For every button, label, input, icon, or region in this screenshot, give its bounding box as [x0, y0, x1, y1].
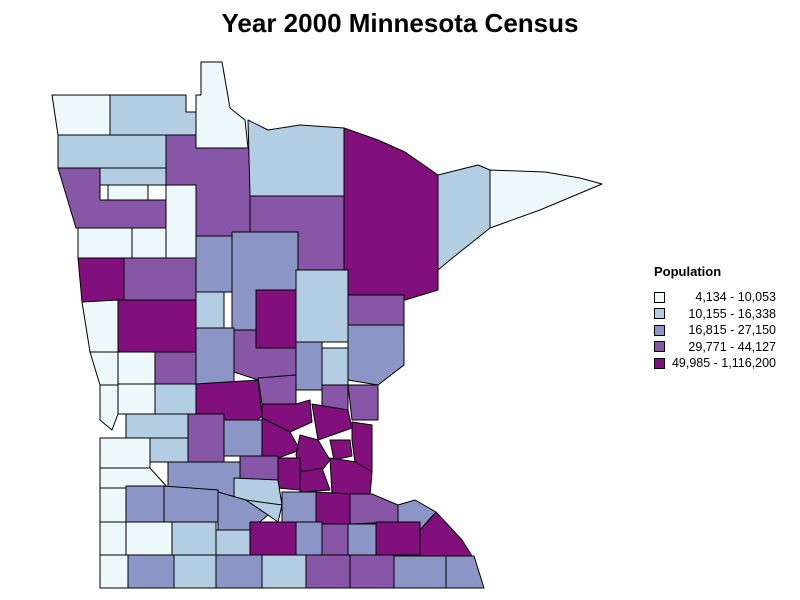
legend-item: 4,134 - 10,053 [654, 289, 776, 306]
county-hubbard[interactable] [195, 235, 233, 293]
county-goodhue[interactable] [349, 493, 399, 525]
county-faribault[interactable] [261, 554, 307, 589]
county-swift[interactable] [125, 413, 189, 439]
county-red-lake[interactable] [107, 184, 149, 201]
legend-label: 10,155 - 16,338 [688, 306, 776, 321]
legend-item: 10,155 - 16,338 [654, 306, 776, 323]
county-douglas[interactable] [154, 351, 197, 385]
map-title: Year 2000 Minnesota Census [221, 8, 579, 38]
county-st-louis[interactable] [343, 127, 439, 301]
county-scott[interactable] [299, 467, 331, 493]
county-rice[interactable] [315, 491, 351, 525]
county-pope[interactable] [154, 383, 197, 415]
county-lincoln[interactable] [99, 487, 127, 523]
county-ramsey[interactable] [329, 439, 353, 461]
county-blue-earth[interactable] [249, 521, 297, 556]
county-cook[interactable] [489, 169, 603, 229]
county-freeborn[interactable] [305, 554, 351, 589]
county-houston[interactable] [445, 555, 485, 589]
county-big-stone[interactable] [99, 384, 119, 431]
legend-swatch [654, 291, 665, 303]
county-kittson[interactable] [51, 94, 111, 136]
county-todd[interactable] [195, 327, 235, 385]
county-mower[interactable] [349, 554, 395, 589]
county-watonwan[interactable] [215, 529, 251, 556]
county-chisago[interactable] [347, 384, 379, 421]
county-jackson[interactable] [173, 554, 217, 589]
county-koochiching[interactable] [247, 119, 345, 197]
map-legend: Population 4,134 - 10,053 10,155 - 16,33… [654, 264, 776, 372]
legend-label: 29,771 - 44,127 [688, 339, 776, 354]
county-le-sueur[interactable] [281, 491, 317, 523]
county-lac-qui-parle[interactable] [99, 437, 151, 469]
county-otter-tail[interactable] [117, 299, 197, 353]
county-wilkin[interactable] [81, 299, 119, 353]
county-wright[interactable] [261, 417, 301, 459]
county-clay[interactable] [77, 257, 125, 303]
legend-swatch [654, 324, 665, 336]
county-olmsted[interactable] [375, 521, 421, 556]
county-crow-wing[interactable] [255, 289, 297, 349]
legend-label: 49,985 - 1,116,200 [671, 356, 776, 371]
legend-item: 29,771 - 44,127 [654, 339, 776, 356]
county-murray[interactable] [125, 521, 173, 556]
legend-item: 49,985 - 1,116,200 [654, 355, 776, 372]
county-norman[interactable] [77, 227, 133, 259]
county-mcleod[interactable] [239, 455, 279, 481]
county-aitkin[interactable] [295, 269, 349, 343]
legend-swatch [654, 308, 665, 320]
county-clearwater[interactable] [165, 184, 197, 259]
legend-swatch [654, 341, 665, 353]
county-rock[interactable] [99, 554, 129, 589]
county-lyon[interactable] [125, 485, 165, 523]
county-kanabec[interactable] [321, 347, 349, 386]
county-dodge[interactable] [347, 523, 377, 556]
county-pipestone[interactable] [99, 521, 127, 556]
county-pennington[interactable] [99, 167, 167, 186]
county-nobles[interactable] [127, 554, 175, 589]
county-roseau[interactable] [109, 94, 197, 136]
county-traverse[interactable] [89, 351, 119, 386]
county-becker[interactable] [123, 257, 197, 301]
county-wadena[interactable] [195, 291, 225, 329]
legend-item: 16,815 - 27,150 [654, 322, 776, 339]
legend-swatch [654, 357, 665, 369]
county-carlton[interactable] [347, 294, 405, 326]
county-waseca[interactable] [295, 521, 323, 556]
county-mille-lacs[interactable] [295, 341, 323, 391]
county-chippewa[interactable] [149, 437, 189, 463]
county-cottonwood[interactable] [171, 521, 217, 556]
legend-label: 16,815 - 27,150 [688, 323, 776, 338]
county-meeker[interactable] [223, 419, 263, 457]
county-redwood[interactable] [163, 485, 219, 523]
legend-label: 4,134 - 10,053 [695, 290, 776, 305]
county-fillmore[interactable] [393, 555, 447, 589]
county-kandiyohi[interactable] [187, 413, 225, 463]
county-pine[interactable] [347, 324, 405, 386]
legend-title: Population [654, 264, 722, 279]
county-anoka[interactable] [311, 403, 353, 441]
county-steele[interactable] [321, 523, 349, 556]
county-marshall[interactable] [57, 134, 167, 169]
county-lake-of-the-woods[interactable] [195, 61, 249, 149]
county-dakota[interactable] [329, 457, 373, 496]
county-grant[interactable] [117, 351, 156, 385]
county-mahnomen[interactable] [131, 227, 167, 259]
county-martin[interactable] [215, 554, 263, 589]
county-benton[interactable] [257, 374, 297, 405]
county-winona[interactable] [419, 511, 473, 557]
county-lake[interactable] [437, 164, 491, 271]
county-yellow-medicine[interactable] [99, 467, 169, 489]
county-carver[interactable] [277, 457, 301, 491]
county-stevens[interactable] [117, 383, 156, 415]
